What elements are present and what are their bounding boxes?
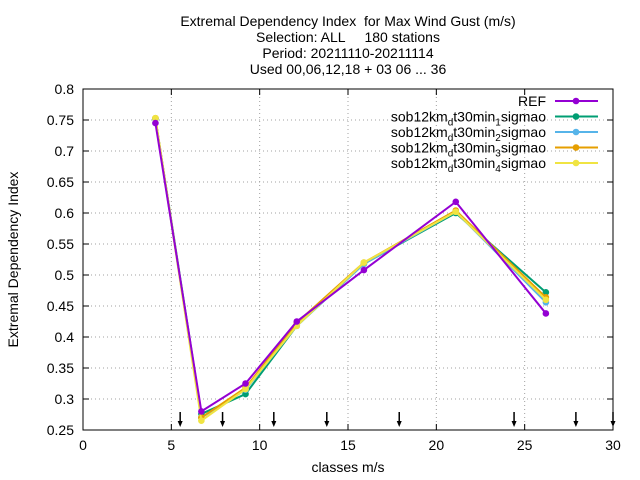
series-0 bbox=[152, 119, 550, 415]
grid bbox=[83, 89, 613, 430]
class-boundary-arrow bbox=[220, 412, 226, 427]
y-tick-label: 0.4 bbox=[55, 329, 75, 345]
data-point bbox=[360, 266, 368, 274]
legend-entry-4: sob12kmdt30min4sigmao bbox=[391, 155, 598, 175]
legend-swatch-point bbox=[572, 97, 580, 105]
legend-label: sob12kmdt30min3sigmao bbox=[391, 140, 546, 160]
x-tick-label: 30 bbox=[605, 437, 621, 453]
title-line-4: Used 00,06,12,18 + 03 06 ... 36 bbox=[250, 61, 447, 77]
legend-label: REF bbox=[518, 93, 546, 109]
data-point bbox=[152, 119, 159, 127]
y-axis-label: Extremal Dependency Index bbox=[5, 172, 21, 348]
legend-entry-1: sob12kmdt30min1sigmao bbox=[391, 109, 598, 129]
x-tick-label: 0 bbox=[79, 437, 87, 453]
legend-swatch-point bbox=[572, 128, 580, 136]
legend-entry-3: sob12kmdt30min3sigmao bbox=[391, 140, 598, 160]
x-tick-label: 10 bbox=[252, 437, 268, 453]
x-tick-label: 25 bbox=[517, 437, 533, 453]
y-tick-label: 0.7 bbox=[55, 143, 75, 159]
data-point bbox=[198, 408, 205, 415]
legend-entry-2: sob12kmdt30min2sigmao bbox=[391, 124, 598, 144]
data-point bbox=[360, 259, 368, 266]
legend-entry-0: REF bbox=[518, 93, 598, 109]
x-axis: 0 5 10 15 20 25 30 bbox=[79, 89, 621, 453]
class-boundary-arrow bbox=[177, 412, 183, 427]
class-boundary-arrow bbox=[573, 412, 579, 427]
y-tick-label: 0.3 bbox=[55, 391, 75, 407]
legend: REFsob12kmdt30min1sigmaosob12kmdt30min2s… bbox=[391, 93, 598, 175]
y-tick-label: 0.25 bbox=[47, 422, 74, 438]
data-point bbox=[542, 296, 550, 304]
legend-label: sob12kmdt30min2sigmao bbox=[391, 124, 546, 144]
data-point bbox=[242, 380, 249, 387]
series-4 bbox=[152, 114, 550, 425]
y-tick-label: 0.75 bbox=[47, 112, 74, 128]
title-line-3: Period: 20211110-20211114 bbox=[262, 45, 433, 61]
x-tick-label: 20 bbox=[429, 437, 445, 453]
title-line-1: Extremal Dependency Index for Max Wind G… bbox=[180, 13, 515, 29]
data-point bbox=[542, 289, 550, 296]
data-point bbox=[452, 208, 460, 216]
class-boundary-arrow bbox=[511, 412, 517, 427]
series-group bbox=[152, 114, 550, 425]
y-tick-label: 0.65 bbox=[47, 174, 74, 190]
y-tick-label: 0.45 bbox=[47, 298, 74, 314]
data-point bbox=[293, 318, 301, 325]
data-point bbox=[452, 198, 460, 206]
y-axis: 0.25 0.3 0.35 0.4 0.45 0.5 0.55 0.6 0.65 0.7 0.75 0… bbox=[47, 81, 613, 438]
legend-label: sob12kmdt30min4sigmao bbox=[391, 155, 546, 175]
legend-label: sob12kmdt30min1sigmao bbox=[391, 109, 546, 129]
y-tick-label: 0.35 bbox=[47, 360, 74, 376]
x-axis-label: classes m/s bbox=[311, 459, 384, 475]
y-tick-label: 0.55 bbox=[47, 236, 74, 252]
data-point bbox=[542, 310, 550, 317]
class-boundary-arrow bbox=[271, 412, 277, 427]
y-tick-label: 0.8 bbox=[55, 81, 75, 97]
y-tick-label: 0.6 bbox=[55, 205, 75, 221]
legend-swatch-point bbox=[572, 159, 580, 167]
chart-title: Extremal Dependency Index for Max Wind G… bbox=[180, 13, 515, 77]
x-tick-label: 5 bbox=[167, 437, 175, 453]
data-point bbox=[198, 417, 205, 425]
x-tick-label: 15 bbox=[340, 437, 356, 453]
class-boundary-arrow bbox=[324, 412, 330, 427]
legend-swatch-point bbox=[572, 144, 580, 151]
title-line-2: Selection: ALL 180 stations bbox=[256, 29, 440, 45]
data-point bbox=[152, 114, 159, 122]
data-point bbox=[242, 385, 249, 393]
class-boundary-arrow bbox=[396, 412, 402, 427]
class-markers bbox=[177, 412, 616, 427]
legend-swatch-point bbox=[572, 113, 580, 120]
y-tick-label: 0.5 bbox=[55, 267, 75, 283]
